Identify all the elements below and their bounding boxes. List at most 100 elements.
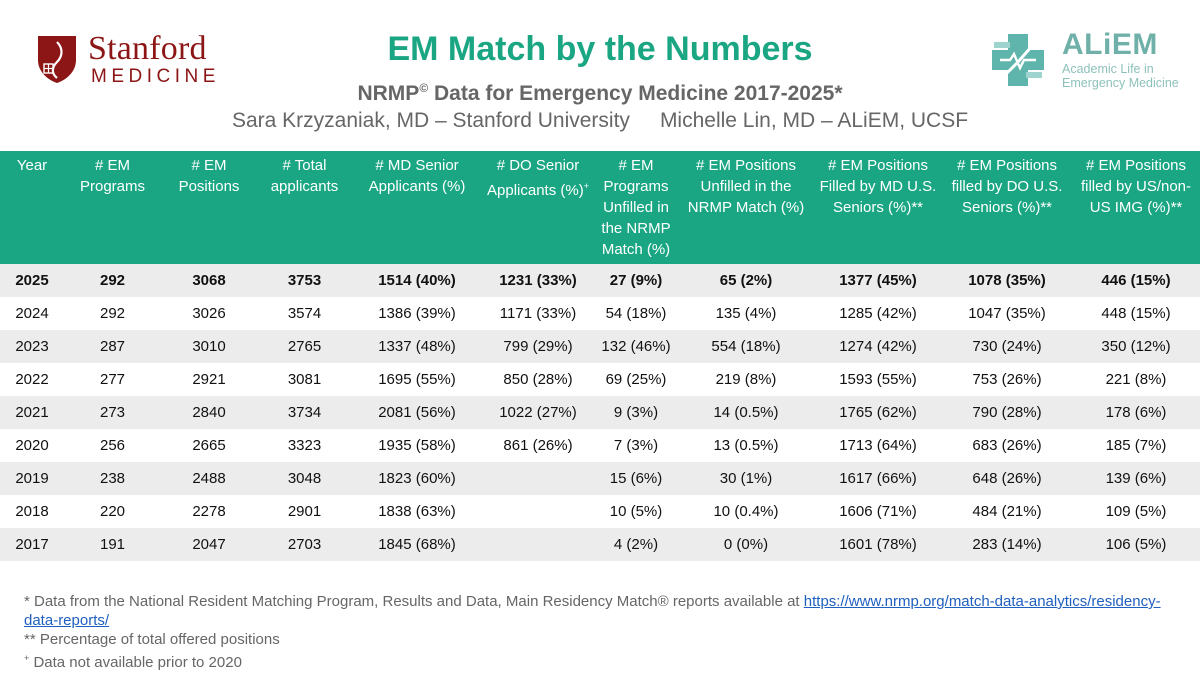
column-header: # EM Programs Unfilled in the NRMP Match… (594, 151, 678, 264)
nrmp-link[interactable]: https://www.nrmp.org/match-data-analytic… (24, 593, 1161, 629)
table-cell: 850 (28%) (482, 363, 594, 396)
stanford-logo-text: Stanford (88, 30, 207, 67)
footnote-3-text: Data not available prior to 2020 (33, 654, 242, 671)
table-row: 2020 256 2665 3323 1935 (58%) 861 (26%) 7 (3%)… (0, 429, 1200, 462)
table-cell: 30 (1%) (678, 462, 814, 495)
table-cell: 139 (6%) (1072, 462, 1200, 495)
column-header: # EM Positions Unfilled in the NRMP Matc… (678, 151, 814, 264)
table-row: 2023 287 3010 2765 1337 (48%) 799 (29%) 132 (4… (0, 330, 1200, 363)
plus-marker: + (24, 653, 30, 663)
table-cell: 1285 (42%) (814, 297, 942, 330)
table-cell: 3081 (257, 363, 352, 396)
author-1: Sara Krzyzaniak, MD – Stanford Universit… (231, 109, 630, 132)
table-cell: 1377 (45%) (814, 264, 942, 297)
table-cell: 10 (5%) (594, 495, 678, 528)
table-cell: 27 (9%) (594, 264, 678, 297)
table-cell: 3753 (257, 264, 352, 297)
table-cell: 191 (64, 528, 161, 561)
footnote-3: + Data not available prior to 2020 (24, 649, 1184, 672)
table-cell: 2020 (0, 429, 64, 462)
stanford-medicine-logo: Stanford MEDICINE (36, 30, 236, 87)
table-cell: 1231 (33%) (482, 264, 594, 297)
table-cell: 683 (26%) (942, 429, 1072, 462)
table-cell: 2703 (257, 528, 352, 561)
table-cell: 292 (64, 297, 161, 330)
aliem-logo-text: ALiEM (1062, 28, 1158, 61)
table-cell (482, 528, 594, 561)
table-cell: 2765 (257, 330, 352, 363)
page-subtitle: NRMP© Data for Emergency Medicine 2017-2… (0, 81, 1200, 106)
table-cell (482, 462, 594, 495)
table-cell: 1606 (71%) (814, 495, 942, 528)
table-cell: 2488 (161, 462, 257, 495)
table-cell: 106 (5%) (1072, 528, 1200, 561)
table-cell (482, 495, 594, 528)
column-header: # EM Positions filled by DO U.S. Seniors… (942, 151, 1072, 264)
table-cell: 7 (3%) (594, 429, 678, 462)
table-cell: 3068 (161, 264, 257, 297)
stanford-shield-icon (38, 36, 76, 83)
aliem-tagline-line-2: Emergency Medicine (1062, 76, 1179, 90)
table-cell: 2278 (161, 495, 257, 528)
authors-line: Sara Krzyzaniak, MD – Stanford Universit… (0, 109, 1200, 133)
table-cell: 2024 (0, 297, 64, 330)
table-cell: 0 (0%) (678, 528, 814, 561)
column-header: Year (0, 151, 64, 264)
table-cell: 185 (7%) (1072, 429, 1200, 462)
table-cell: 1695 (55%) (352, 363, 482, 396)
table-cell: 2021 (0, 396, 64, 429)
table-cell: 730 (24%) (942, 330, 1072, 363)
author-2: Michelle Lin, MD – ALiEM, UCSF (659, 109, 969, 132)
table-cell: 1386 (39%) (352, 297, 482, 330)
table-row: 2021 273 2840 3734 2081 (56%) 1022 (27%) 9 (3%… (0, 396, 1200, 429)
table-cell: 220 (64, 495, 161, 528)
subtitle-text: NRMP© Data for Emergency Medicine 2017-2… (357, 81, 843, 105)
table-cell: 350 (12%) (1072, 330, 1200, 363)
table-cell: 861 (26%) (482, 429, 594, 462)
table-cell: 1171 (33%) (482, 297, 594, 330)
table-cell: 3734 (257, 396, 352, 429)
table-cell: 799 (29%) (482, 330, 594, 363)
table-cell: 3010 (161, 330, 257, 363)
table-cell: 69 (25%) (594, 363, 678, 396)
table-row: 2024 292 3026 3574 1386 (39%) 1171 (33%) 54 (1… (0, 297, 1200, 330)
column-header: # EM Positions (161, 151, 257, 264)
footnote-2: ** Percentage of total offered positions (24, 631, 280, 648)
table-cell: 2022 (0, 363, 64, 396)
table-cell: 273 (64, 396, 161, 429)
table-row: 2017 191 2047 2703 1845 (68%) 4 (2%) 0 (0%) 160… (0, 528, 1200, 561)
column-header: # EM Positions filled by US/non-US IMG (… (1072, 151, 1200, 264)
table-cell: 2081 (56%) (352, 396, 482, 429)
plus-marker: + (583, 181, 589, 191)
table-cell: 238 (64, 462, 161, 495)
column-header: # MD Senior Applicants (%) (352, 151, 482, 264)
table-cell: 1274 (42%) (814, 330, 942, 363)
table-cell: 1845 (68%) (352, 528, 482, 561)
column-header: # DO Senior Applicants (%)+ (482, 151, 594, 264)
table-cell: 54 (18%) (594, 297, 678, 330)
table-row: 2018 220 2278 2901 1838 (63%) 10 (5%) 10 (0.4%… (0, 495, 1200, 528)
aliem-tagline: Academic Life in Emergency Medicine (1062, 62, 1179, 90)
table-cell: 446 (15%) (1072, 264, 1200, 297)
table-cell: 13 (0.5%) (678, 429, 814, 462)
copyright-mark: © (419, 81, 429, 95)
table-cell: 1601 (78%) (814, 528, 942, 561)
table-cell: 2840 (161, 396, 257, 429)
table-cell: 277 (64, 363, 161, 396)
table-header-row: Year # EM Programs # EM Positions # Total a… (0, 151, 1200, 264)
table-cell: 554 (18%) (678, 330, 814, 363)
table-cell: 256 (64, 429, 161, 462)
aliem-tagline-line-1: Academic Life in (1062, 62, 1154, 76)
table-cell: 14 (0.5%) (678, 396, 814, 429)
table-cell: 1713 (64%) (814, 429, 942, 462)
table-cell: 1337 (48%) (352, 330, 482, 363)
page-title: EM Match by the Numbers (387, 30, 813, 68)
table-cell: 648 (26%) (942, 462, 1072, 495)
medicine-logo-text: MEDICINE (91, 66, 220, 87)
table-cell: 3048 (257, 462, 352, 495)
table-cell: 2023 (0, 330, 64, 363)
table-cell: 109 (5%) (1072, 495, 1200, 528)
footnotes: * Data from the National Resident Matchi… (24, 592, 1184, 672)
table-cell: 178 (6%) (1072, 396, 1200, 429)
table-cell: 2665 (161, 429, 257, 462)
